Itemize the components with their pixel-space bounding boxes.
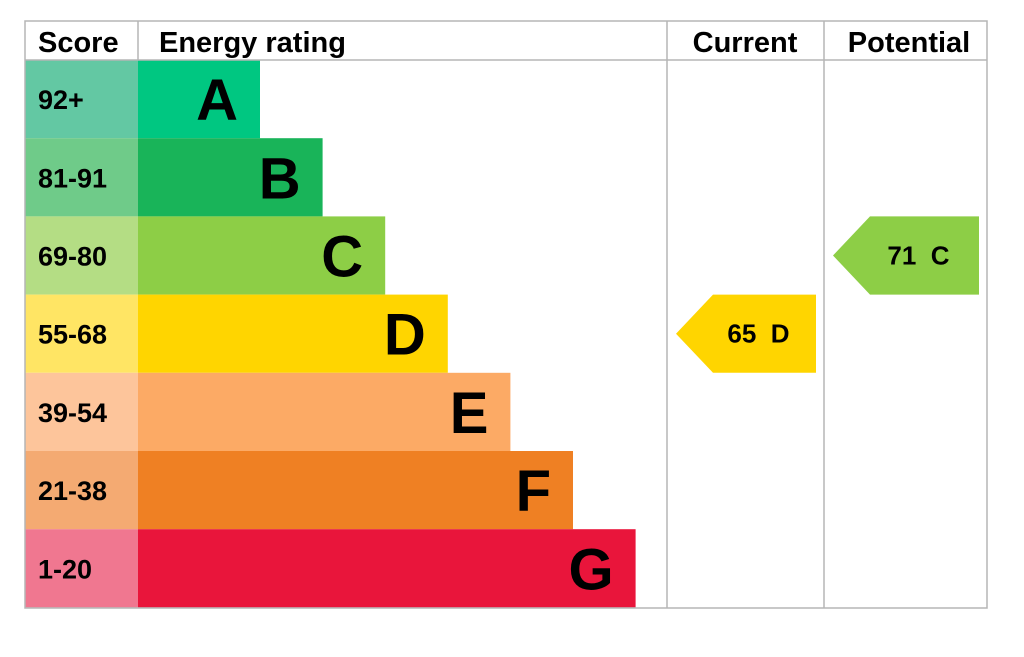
rating-bar-e (138, 372, 511, 451)
rating-letter-a: A (196, 68, 238, 133)
rating-bar-b (138, 138, 323, 217)
potential-marker (833, 216, 979, 295)
header-score: Score (38, 27, 119, 59)
score-cell-e (25, 372, 138, 451)
rating-bar-g (138, 529, 636, 608)
potential-label: 71 C (887, 241, 949, 271)
score-range-f: 21-38 (38, 476, 107, 506)
score-range-c: 69-80 (38, 242, 107, 272)
score-cell-d (25, 294, 138, 373)
score-range-d: 55-68 (38, 320, 107, 350)
header-potential: Potential (848, 27, 970, 59)
rating-bar-f (138, 451, 573, 530)
rating-bar-c (138, 216, 386, 295)
chart-frame (24, 20, 988, 609)
rating-letter-b: B (259, 146, 301, 211)
score-cell-g (25, 529, 138, 608)
current-marker (676, 294, 816, 373)
score-cell-b (25, 138, 138, 217)
score-range-g: 1-20 (38, 554, 92, 584)
rating-letter-e: E (450, 381, 489, 446)
score-range-b: 81-91 (38, 163, 107, 193)
rating-bar-a (138, 60, 260, 139)
header-energy-rating: Energy rating (159, 27, 346, 59)
score-cell-f (25, 451, 138, 530)
score-cell-a (25, 60, 138, 139)
rating-letter-c: C (321, 225, 363, 290)
score-range-e: 39-54 (38, 398, 107, 428)
header-current: Current (693, 27, 798, 59)
rating-letter-d: D (384, 303, 426, 368)
rating-bar-d (138, 294, 448, 373)
rating-letter-g: G (568, 537, 613, 602)
score-range-a: 92+ (38, 85, 84, 115)
score-cell-c (25, 216, 138, 295)
rating-letter-f: F (516, 459, 551, 524)
current-label: 65 D (727, 319, 789, 349)
